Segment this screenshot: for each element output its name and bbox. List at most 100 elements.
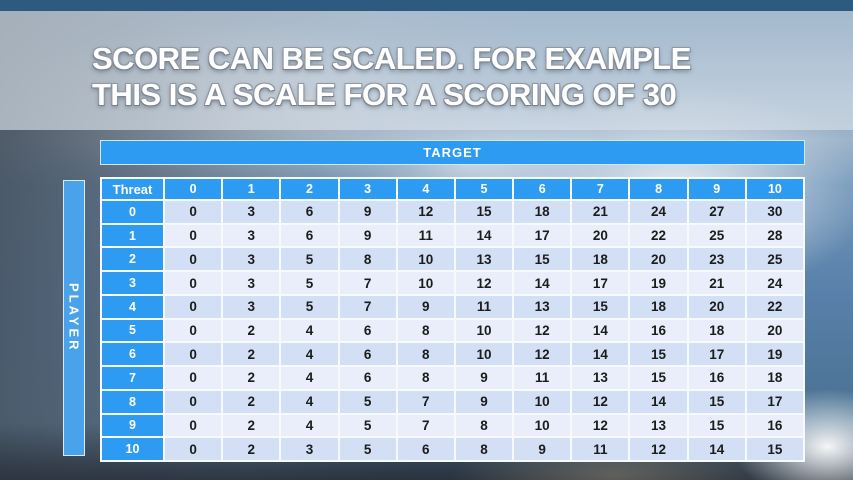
value-cell: 15 <box>688 390 745 413</box>
value-cell: 10 <box>397 272 454 294</box>
value-cell: 9 <box>339 201 396 223</box>
value-cell: 17 <box>514 224 571 247</box>
value-cell: 6 <box>339 319 396 342</box>
value-cell: 8 <box>339 248 396 271</box>
value-cell: 0 <box>165 224 222 247</box>
value-cell: 0 <box>165 367 222 389</box>
value-cell: 8 <box>397 343 454 366</box>
value-cell: 14 <box>514 272 571 294</box>
value-cell: 4 <box>281 367 338 389</box>
score-table: Threat 0 1 2 3 4 5 6 7 8 9 10 0 0 3 6 9 12 15 18 21 24 27 30 1 0 3… <box>100 177 805 462</box>
value-cell: 6 <box>281 224 338 247</box>
value-cell: 28 <box>746 224 803 247</box>
value-cell: 8 <box>455 438 513 460</box>
value-cell: 0 <box>165 248 222 271</box>
value-cell: 12 <box>572 414 629 437</box>
player-axis-label-text: PLAYER <box>66 283 82 353</box>
slide-title-line2: THIS IS A SCALE FOR A SCORING OF 30 <box>92 77 677 112</box>
value-cell: 6 <box>339 343 396 366</box>
value-cell: 10 <box>455 319 513 342</box>
value-cell: 0 <box>165 319 222 342</box>
target-axis-label-text: TARGET <box>423 145 482 160</box>
value-cell: 23 <box>688 248 745 271</box>
value-cell: 12 <box>455 272 513 294</box>
column-header-cell: 9 <box>688 179 745 199</box>
value-cell: 18 <box>746 367 803 389</box>
value-cell: 0 <box>165 390 222 413</box>
row-header-cell: 6 <box>102 343 163 366</box>
value-cell: 18 <box>514 201 571 223</box>
value-cell: 16 <box>688 367 745 389</box>
value-cell: 3 <box>223 295 280 318</box>
value-cell: 13 <box>514 295 571 318</box>
value-cell: 22 <box>746 295 803 318</box>
value-cell: 3 <box>223 248 280 271</box>
column-header-cell: 4 <box>397 179 454 199</box>
value-cell: 16 <box>630 319 687 342</box>
column-header-cell: 6 <box>514 179 571 199</box>
value-cell: 13 <box>455 248 513 271</box>
value-cell: 7 <box>397 390 454 413</box>
value-cell: 6 <box>397 438 454 460</box>
value-cell: 4 <box>281 319 338 342</box>
value-cell: 9 <box>455 390 513 413</box>
value-cell: 19 <box>746 343 803 366</box>
value-cell: 10 <box>397 248 454 271</box>
value-cell: 2 <box>223 438 280 460</box>
value-cell: 3 <box>223 272 280 294</box>
corner-header-cell: Threat <box>102 179 163 199</box>
value-cell: 24 <box>746 272 803 294</box>
value-cell: 5 <box>281 295 338 318</box>
value-cell: 0 <box>165 414 222 437</box>
column-header-cell: 7 <box>572 179 629 199</box>
value-cell: 18 <box>630 295 687 318</box>
value-cell: 15 <box>630 343 687 366</box>
value-cell: 10 <box>455 343 513 366</box>
value-cell: 18 <box>572 248 629 271</box>
value-cell: 9 <box>455 367 513 389</box>
value-cell: 10 <box>514 414 571 437</box>
column-header-cell: 0 <box>165 179 222 199</box>
value-cell: 15 <box>688 414 745 437</box>
row-header-cell: 4 <box>102 295 163 318</box>
value-cell: 3 <box>281 438 338 460</box>
value-cell: 19 <box>630 272 687 294</box>
value-cell: 21 <box>572 201 629 223</box>
row-header-cell: 1 <box>102 224 163 247</box>
row-header-cell: 10 <box>102 438 163 460</box>
value-cell: 22 <box>630 224 687 247</box>
value-cell: 8 <box>397 367 454 389</box>
top-sky-strip <box>0 0 853 11</box>
value-cell: 11 <box>455 295 513 318</box>
value-cell: 14 <box>455 224 513 247</box>
slide-title-line1: SCORE CAN BE SCALED. FOR EXAMPLE <box>92 41 691 76</box>
value-cell: 25 <box>746 248 803 271</box>
value-cell: 24 <box>630 201 687 223</box>
player-axis-label: PLAYER <box>63 180 85 456</box>
column-header-cell: 2 <box>281 179 338 199</box>
value-cell: 25 <box>688 224 745 247</box>
value-cell: 12 <box>397 201 454 223</box>
value-cell: 20 <box>688 295 745 318</box>
value-cell: 8 <box>455 414 513 437</box>
value-cell: 21 <box>688 272 745 294</box>
value-cell: 8 <box>397 319 454 342</box>
value-cell: 6 <box>339 367 396 389</box>
row-header-cell: 2 <box>102 248 163 271</box>
value-cell: 13 <box>572 367 629 389</box>
value-cell: 5 <box>281 248 338 271</box>
value-cell: 17 <box>746 390 803 413</box>
row-header-cell: 0 <box>102 201 163 223</box>
value-cell: 14 <box>572 319 629 342</box>
value-cell: 30 <box>746 201 803 223</box>
value-cell: 15 <box>630 367 687 389</box>
value-cell: 11 <box>397 224 454 247</box>
value-cell: 5 <box>339 438 396 460</box>
value-cell: 2 <box>223 414 280 437</box>
value-cell: 4 <box>281 390 338 413</box>
value-cell: 15 <box>455 201 513 223</box>
value-cell: 2 <box>223 390 280 413</box>
slide-title: SCORE CAN BE SCALED. FOR EXAMPLE THIS IS… <box>92 41 832 113</box>
value-cell: 12 <box>514 319 571 342</box>
